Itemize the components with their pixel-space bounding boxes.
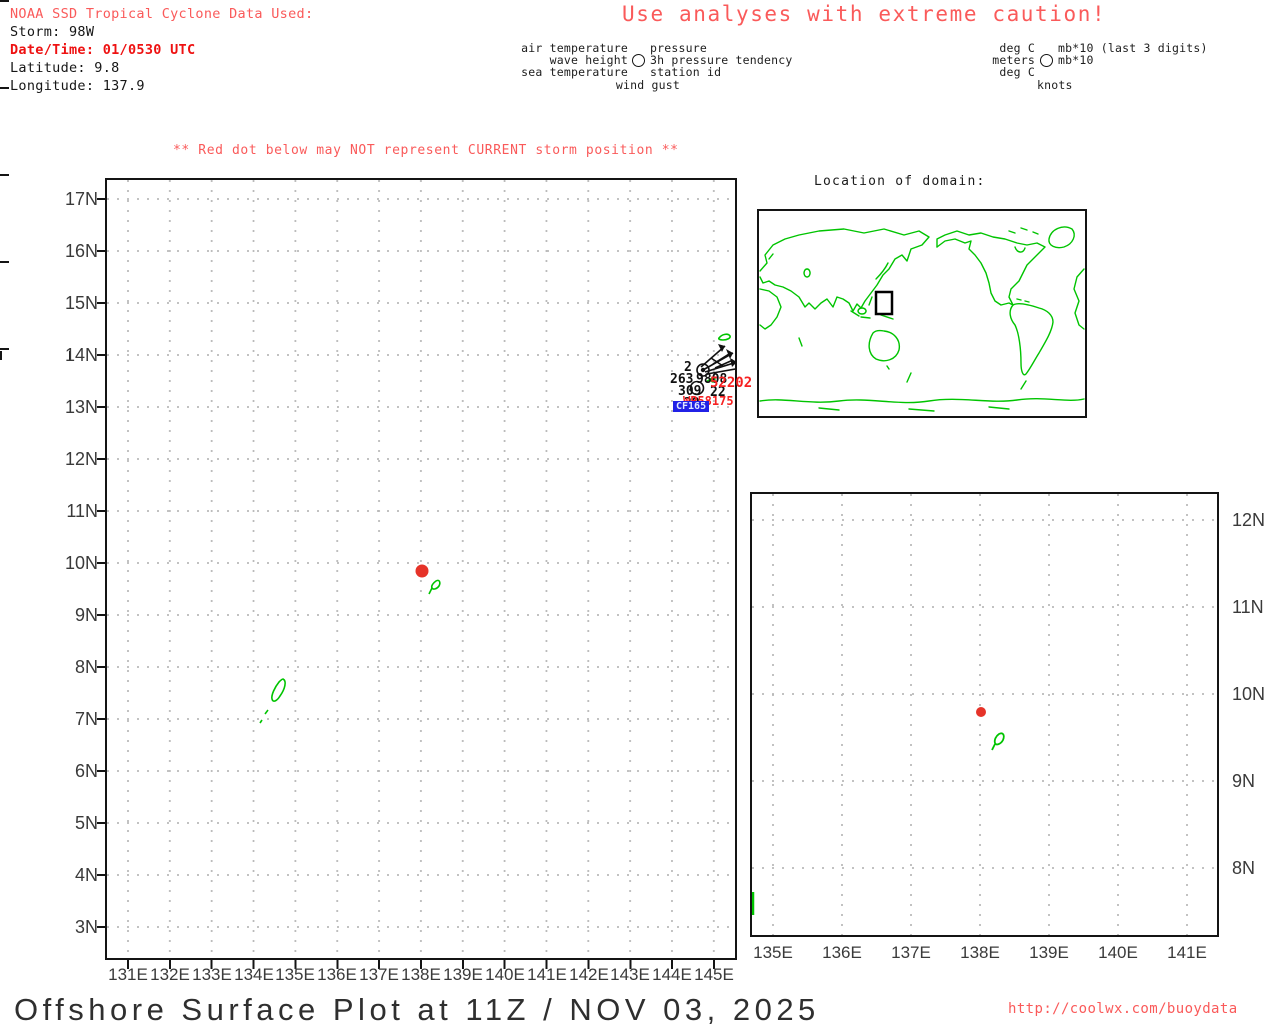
main-y-axis-label: 13N bbox=[64, 397, 98, 417]
legend-unit-wind-gust: knots bbox=[1037, 78, 1073, 92]
inset-x-axis-label: 136E bbox=[822, 943, 862, 962]
inset-x-axis-label: 135E bbox=[753, 943, 793, 962]
inset-x-axis-label: 141E bbox=[1167, 943, 1207, 962]
main-x-axis-label: 131E bbox=[108, 965, 148, 984]
main-y-ticks bbox=[97, 198, 105, 929]
main-y-axis-label: 5N bbox=[74, 813, 98, 833]
legend-wind-gust: wind gust bbox=[615, 78, 680, 92]
cluster-overlap-value: 9808 bbox=[696, 372, 728, 387]
storm-data-source-line: NOAA SSD Tropical Cyclone Data Used: bbox=[10, 6, 314, 22]
main-observation-plot: 2 263 9808 309 29 22 52202 WP58175 CF165 bbox=[105, 178, 752, 960]
guam-station-cluster-symbols bbox=[689, 344, 735, 396]
station-id-52202: 52202 bbox=[710, 375, 753, 391]
storm-position-dot bbox=[976, 707, 986, 717]
legend-unit-sea-temp: deg C bbox=[999, 65, 1035, 79]
cluster-wave-height-value: 2 bbox=[684, 360, 692, 375]
main-y-axis-label: 17N bbox=[64, 189, 98, 209]
storm-datetime: Date/Time: 01/0530 UTC bbox=[10, 42, 196, 58]
cluster-air-temp-value: 263 bbox=[670, 372, 694, 387]
main-y-axis-label: 7N bbox=[74, 709, 98, 729]
main-x-axis-label: 134E bbox=[234, 965, 274, 984]
red-dot-warning: ** Red dot below may NOT represent CURRE… bbox=[173, 143, 679, 158]
wind-barb-flags bbox=[700, 344, 735, 373]
main-plot-art bbox=[259, 333, 735, 724]
main-x-axis-label: 139E bbox=[443, 965, 483, 984]
rota-island bbox=[717, 333, 731, 341]
source-url: http://coolwx.com/buoydata bbox=[1008, 1001, 1238, 1017]
legend-unit-air-temp: deg C bbox=[999, 41, 1035, 55]
main-x-axis-label: 138E bbox=[401, 965, 441, 984]
main-x-axis-label: 136E bbox=[317, 965, 357, 984]
legend-pressure: pressure bbox=[650, 41, 707, 55]
main-y-axis-label: 11N bbox=[66, 501, 98, 521]
domain-box bbox=[874, 290, 894, 316]
palau-islands bbox=[259, 678, 286, 724]
legend-3h-tendency: 3h pressure tendency bbox=[650, 53, 793, 67]
cluster-sea-temp-value: 309 bbox=[678, 384, 702, 399]
inset-zoom-plot bbox=[750, 492, 1219, 937]
storm-longitude: Longitude: 137.9 bbox=[10, 78, 145, 94]
cluster-value-22: 22 bbox=[710, 385, 726, 400]
main-y-axis-label: 6N bbox=[74, 761, 98, 781]
inset-x-axis-label: 140E bbox=[1098, 943, 1138, 962]
inset-y-axis-label: 8N bbox=[1232, 858, 1256, 878]
main-y-axis-label: 15N bbox=[64, 293, 98, 313]
legend-wave-height: wave height bbox=[549, 53, 628, 67]
main-x-axis-label: 135E bbox=[275, 965, 315, 984]
main-x-axis-label: 141E bbox=[527, 965, 567, 984]
main-y-axis-label: 9N bbox=[74, 605, 98, 625]
yap-island bbox=[991, 732, 1005, 751]
legend-station-id: station id bbox=[650, 65, 722, 79]
storm-name: Storm: 98W bbox=[10, 24, 95, 40]
main-y-axis-label: 3N bbox=[74, 917, 98, 937]
inset-y-axis-label: 12N bbox=[1232, 510, 1266, 530]
page-title: Offshore Surface Plot at 11Z / NOV 03, 2… bbox=[14, 992, 820, 1027]
inset-y-ticks bbox=[0, 0, 9, 351]
main-x-axis-label: 143E bbox=[610, 965, 650, 984]
station-id-blue-badge: CF165 bbox=[673, 401, 710, 412]
inset-y-axis-label: 10N bbox=[1232, 684, 1266, 704]
main-x-axis-label: 140E bbox=[485, 965, 525, 984]
main-y-axis-label: 8N bbox=[74, 657, 98, 677]
caution-banner: Use analyses with extreme caution! bbox=[622, 2, 1107, 26]
inset-plot-art bbox=[752, 707, 1005, 915]
main-x-axis-label: 137E bbox=[359, 965, 399, 984]
station-circle-icon bbox=[1040, 54, 1053, 67]
legend-unit-wave-height: meters bbox=[992, 53, 1035, 67]
inset-x-axis-label: 139E bbox=[1029, 943, 1069, 962]
inset-x-axis-label: 138E bbox=[960, 943, 1000, 962]
main-y-axis-label: 12N bbox=[64, 449, 98, 469]
inset-y-axis-label: 11N bbox=[1232, 597, 1264, 617]
legend-unit-tendency: mb*10 bbox=[1058, 53, 1094, 67]
main-y-axis-label: 10N bbox=[64, 553, 98, 573]
station-circle-icon bbox=[632, 54, 645, 67]
cluster-green-marks bbox=[705, 377, 716, 383]
world-map-art bbox=[759, 226, 1085, 412]
legend-air-temperature: air temperature bbox=[521, 41, 628, 55]
yap-island bbox=[428, 579, 441, 595]
main-x-axis-label: 142E bbox=[569, 965, 609, 984]
main-y-axis-label: 16N bbox=[64, 241, 98, 261]
main-x-axis-label: 133E bbox=[192, 965, 232, 984]
legend-sea-temperature: sea temperature bbox=[521, 65, 628, 79]
main-x-axis-label: 144E bbox=[652, 965, 692, 984]
inset-y-axis-label: 9N bbox=[1232, 771, 1256, 791]
world-locator-map bbox=[757, 209, 1087, 418]
storm-position-dot bbox=[415, 564, 429, 578]
main-y-axis-label: 4N bbox=[74, 865, 98, 885]
legend-unit-pressure: mb*10 (last 3 digits) bbox=[1058, 41, 1208, 55]
main-y-axis-label: 14N bbox=[64, 345, 98, 365]
main-x-axis-label: 145E bbox=[694, 965, 734, 984]
main-x-ticks bbox=[127, 960, 717, 969]
domain-map-title: Location of domain: bbox=[814, 174, 986, 189]
storm-latitude: Latitude: 9.8 bbox=[10, 60, 120, 76]
inset-x-axis-label: 137E bbox=[891, 943, 931, 962]
main-x-axis-label: 132E bbox=[150, 965, 190, 984]
